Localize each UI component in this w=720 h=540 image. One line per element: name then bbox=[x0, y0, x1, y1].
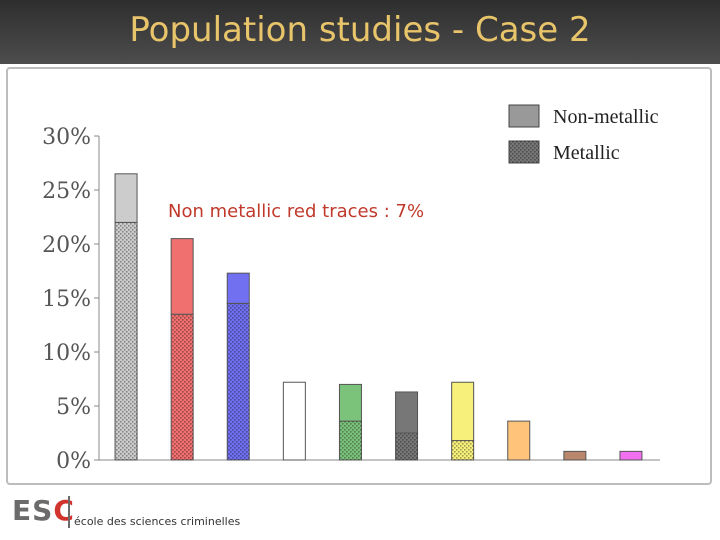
bar-non-metallic bbox=[170, 238, 194, 315]
y-tick-label: 25% bbox=[42, 179, 91, 204]
bar-group bbox=[563, 450, 587, 461]
bar-metallic-texture bbox=[451, 440, 474, 460]
bar-non-metallic bbox=[563, 450, 587, 461]
bar-group bbox=[507, 420, 531, 461]
bar-non-metallic bbox=[226, 272, 250, 304]
bar-non-metallic bbox=[395, 391, 419, 434]
y-tick-label: 5% bbox=[56, 395, 91, 420]
bar-non-metallic bbox=[282, 381, 306, 461]
logo-letter-s: S bbox=[32, 494, 54, 527]
y-tick-label: 0% bbox=[56, 449, 91, 474]
bar-group bbox=[226, 272, 250, 461]
title-bar: Population studies - Case 2 bbox=[0, 0, 720, 64]
bar-metallic-texture bbox=[339, 421, 362, 460]
y-tick-label: 15% bbox=[42, 287, 91, 312]
bar-metallic-texture bbox=[171, 314, 194, 460]
bar-group bbox=[170, 238, 194, 461]
legend-label: Non-metallic bbox=[553, 106, 659, 128]
bar-metallic-texture bbox=[115, 222, 138, 460]
y-tick-label: 10% bbox=[42, 341, 91, 366]
bar-non-metallic bbox=[619, 450, 643, 461]
logo-divider bbox=[68, 496, 70, 528]
logo-wordmark: ESC bbox=[12, 494, 75, 527]
y-tick-label: 30% bbox=[42, 125, 91, 150]
legend-swatch bbox=[508, 104, 540, 128]
bar-group bbox=[451, 381, 475, 461]
slide-title: Population studies - Case 2 bbox=[129, 10, 591, 50]
bar-group bbox=[114, 173, 138, 461]
y-tick-label: 20% bbox=[42, 233, 91, 258]
legend-swatch-texture bbox=[509, 141, 539, 163]
bar-metallic-texture bbox=[227, 303, 250, 460]
chart-panel: 0% 5% 10% 15% 20% 25% 30% Non-metallic Metallic… bbox=[6, 67, 712, 485]
legend-label: Metallic bbox=[553, 142, 620, 164]
logo-subtitle: école des sciences criminelles bbox=[74, 515, 241, 528]
bar-non-metallic bbox=[507, 420, 531, 461]
bar-group bbox=[395, 391, 419, 461]
bar-non-metallic bbox=[114, 173, 138, 223]
bar-group bbox=[619, 450, 643, 461]
bar-non-metallic bbox=[338, 383, 362, 422]
logo-letter-e: E bbox=[12, 494, 33, 527]
bar-metallic-texture bbox=[395, 433, 418, 460]
logo-letter-c: C bbox=[53, 494, 75, 527]
bar-non-metallic bbox=[451, 381, 475, 442]
stacked-bar-chart: 0% 5% 10% 15% 20% 25% 30% Non-metallic Metallic… bbox=[42, 104, 660, 474]
bar-group bbox=[282, 381, 306, 461]
chart-annotation: Non metallic red traces : 7% bbox=[168, 201, 424, 222]
bar-group bbox=[338, 383, 362, 461]
